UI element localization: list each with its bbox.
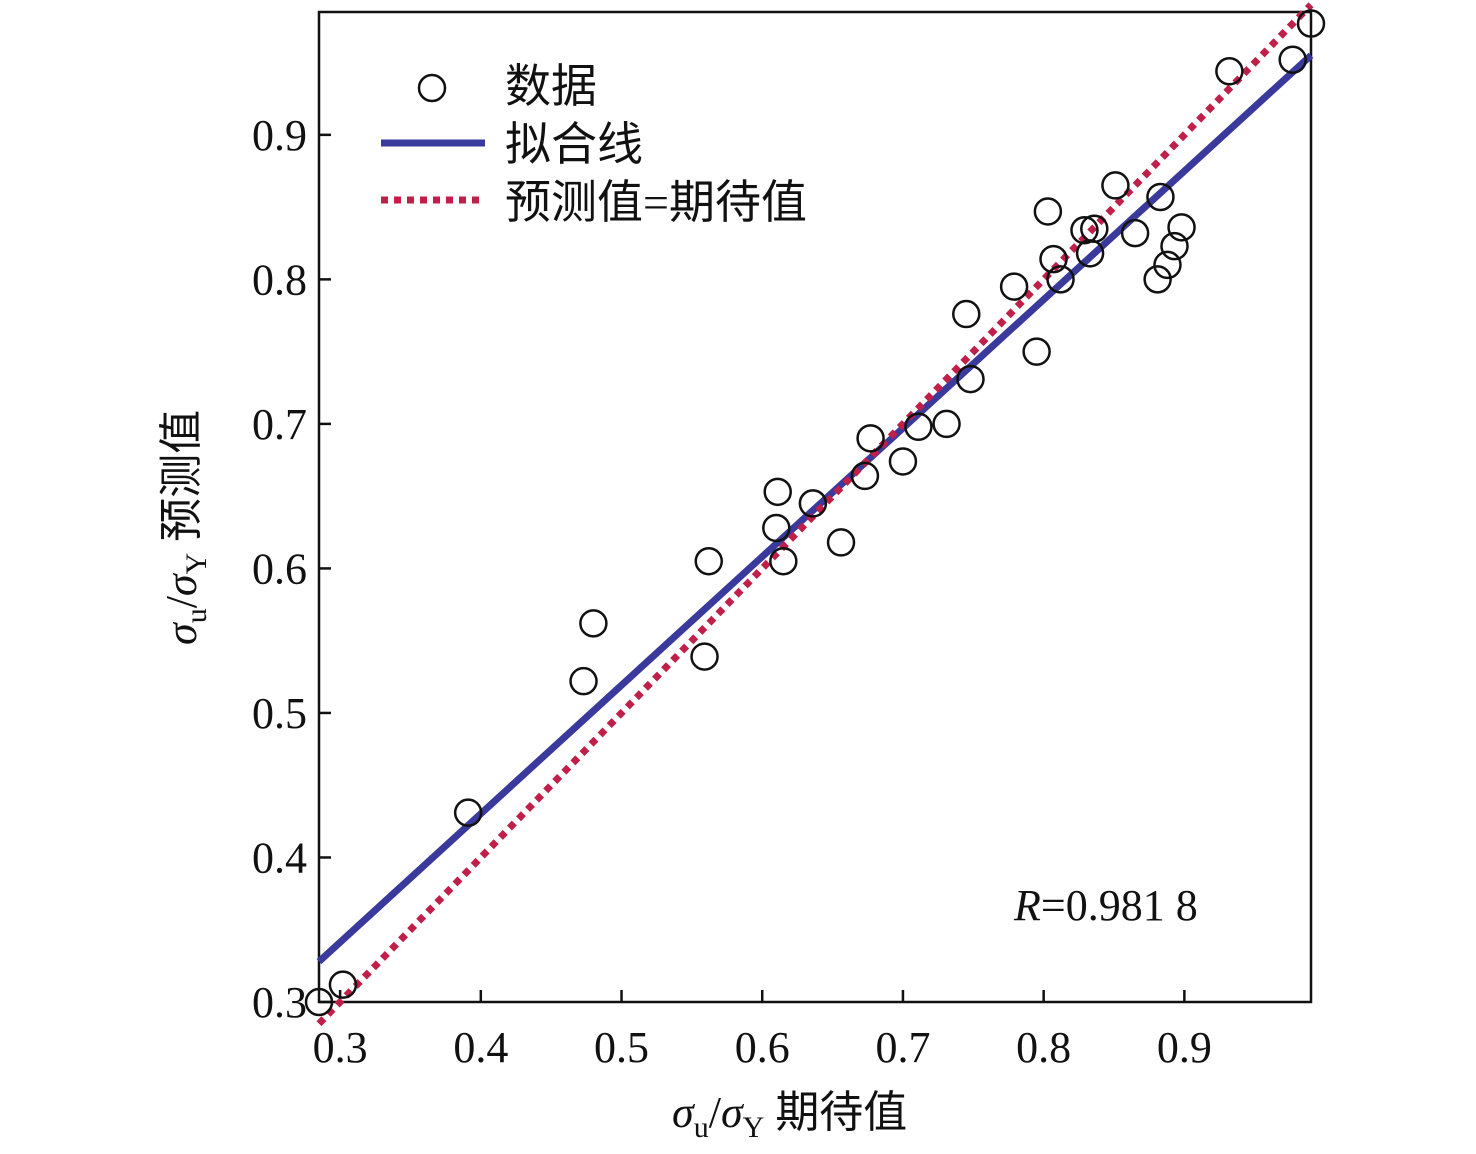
- data-point: [304, 987, 334, 1017]
- data-point: [1022, 337, 1051, 366]
- r-value-annotation: R=0.981 8: [1013, 881, 1198, 930]
- data-point: [956, 364, 985, 394]
- data-point: [1070, 215, 1099, 245]
- data-point: [1143, 265, 1172, 294]
- data-point: [1033, 197, 1063, 226]
- plot-frame: [317, 10, 1313, 1004]
- x-tick-label: 0.5: [594, 1023, 649, 1072]
- legend-label-fit-line: 拟合线: [505, 119, 643, 170]
- y-axis-ticks: 0.3 0.4 0.5 0.6 0.7 0.8 0.9: [252, 111, 331, 1027]
- data-point: [328, 970, 358, 999]
- legend-marker-data: [417, 73, 447, 103]
- data-point: [1278, 45, 1307, 74]
- data-point: [763, 477, 792, 507]
- y-tick-label: 0.9: [252, 111, 307, 160]
- series-lines: [316, 2, 1314, 1027]
- y-tick-label: 0.7: [252, 400, 307, 449]
- data-point: [856, 424, 885, 453]
- data-point: [1296, 9, 1326, 38]
- legend: 数据 拟合线 预测值=期待值: [381, 61, 807, 228]
- identity-line: [316, 2, 1314, 1027]
- data-point: [1101, 171, 1130, 200]
- x-tick-label: 0.3: [313, 1023, 368, 1072]
- x-tick-label: 0.6: [735, 1023, 790, 1072]
- data-point: [798, 489, 828, 518]
- data-point: [850, 461, 880, 491]
- y-axis-label: σu/σY 预测值: [157, 410, 213, 645]
- data-point: [1039, 244, 1068, 274]
- data-point: [1120, 218, 1150, 248]
- fit-line: [316, 52, 1314, 965]
- data-point: [1046, 265, 1075, 294]
- data-point: [690, 642, 719, 671]
- data-point: [694, 546, 724, 576]
- y-tick-label: 0.6: [252, 544, 307, 593]
- data-point: [569, 666, 598, 696]
- data-point: [888, 447, 918, 476]
- scatter-points: [304, 9, 1326, 1017]
- y-tick-label: 0.8: [252, 255, 307, 304]
- data-point: [1160, 231, 1189, 261]
- data-point: [579, 609, 608, 638]
- data-point: [952, 299, 981, 329]
- data-point: [1215, 57, 1244, 86]
- x-tick-label: 0.9: [1157, 1023, 1212, 1072]
- data-point: [1146, 182, 1175, 212]
- x-axis-label: σu/σY 期待值: [672, 1088, 907, 1144]
- data-point: [932, 409, 961, 439]
- data-point: [1080, 214, 1109, 244]
- y-tick-label: 0.5: [252, 689, 307, 738]
- data-point: [1167, 213, 1196, 242]
- data-point: [826, 528, 856, 557]
- data-point: [904, 412, 933, 442]
- y-axis-label-group: σu/σY 预测值: [157, 410, 213, 645]
- x-axis-ticks: 0.3 0.4 0.5 0.6 0.7 0.8 0.9: [313, 990, 1212, 1072]
- data-point: [999, 272, 1029, 301]
- x-tick-label: 0.4: [453, 1023, 508, 1072]
- legend-label-identity-line: 预测值=期待值: [505, 177, 807, 228]
- y-tick-label: 0.4: [252, 833, 307, 882]
- data-point: [769, 546, 798, 576]
- data-point: [453, 798, 483, 827]
- legend-label-data: 数据: [505, 61, 597, 112]
- data-point: [1153, 250, 1182, 280]
- x-tick-label: 0.8: [1016, 1023, 1071, 1072]
- y-tick-label: 0.3: [252, 978, 307, 1027]
- x-tick-label: 0.7: [875, 1023, 930, 1072]
- data-point: [762, 513, 791, 543]
